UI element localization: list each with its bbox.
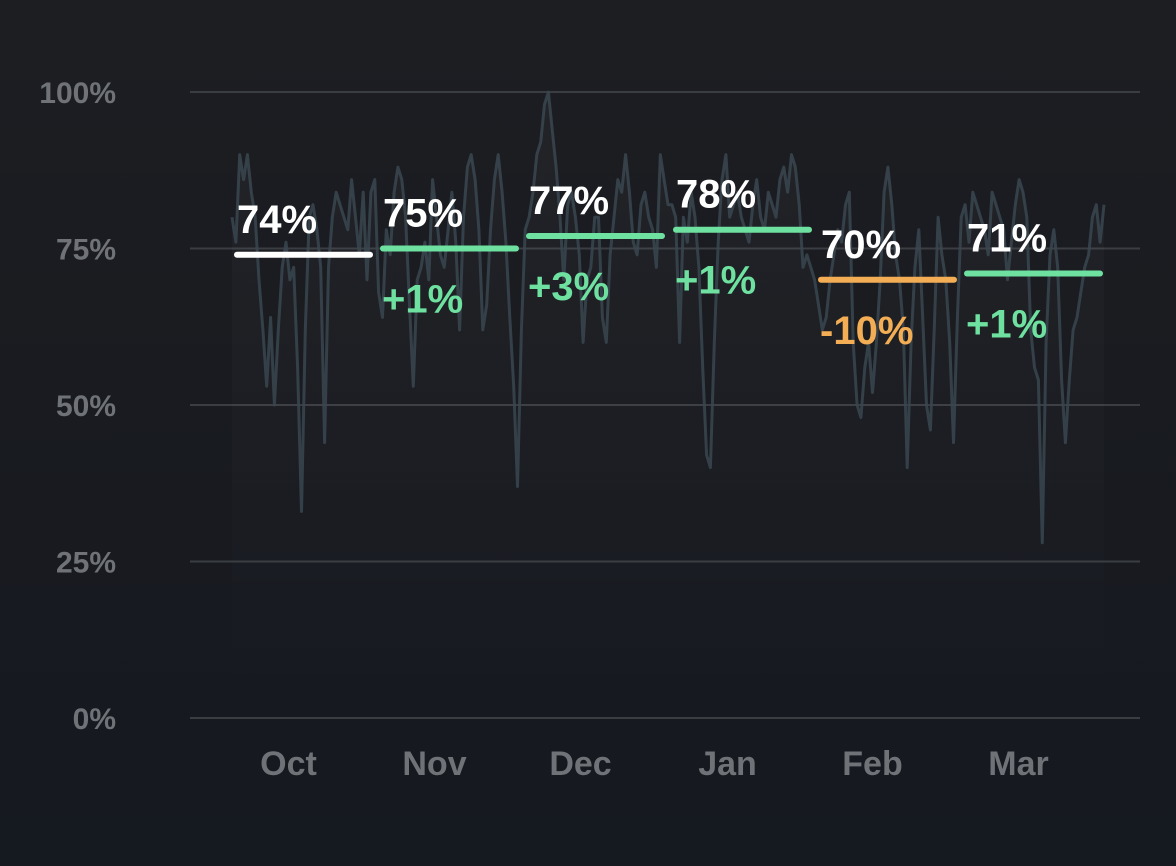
x-tick-label: Nov bbox=[402, 745, 466, 783]
y-tick-label: 100% bbox=[39, 77, 116, 110]
monthly-value-label: 74% bbox=[237, 198, 317, 242]
monthly-averages: 74% 75% +1% 77% +3% 78% +1% 70% -10% 71% +1% bbox=[234, 173, 1103, 353]
daily-series-area bbox=[232, 92, 1104, 718]
y-tick-label: 50% bbox=[56, 390, 116, 423]
monthly-change-label: +3% bbox=[528, 265, 609, 309]
monthly-value-label: 78% bbox=[676, 173, 756, 217]
monthly-change-label: +1% bbox=[675, 259, 756, 303]
daily-series bbox=[230, 90, 1106, 718]
daily-series-line bbox=[230, 90, 1106, 545]
y-axis: 100% 75% 50% 25% 0% bbox=[39, 77, 116, 736]
monthly-change-label: +1% bbox=[382, 278, 463, 322]
monthly-change-label: -10% bbox=[820, 309, 913, 353]
x-tick-label: Jan bbox=[698, 745, 757, 783]
x-tick-label: Oct bbox=[260, 745, 317, 783]
monthly-change-label: +1% bbox=[966, 303, 1047, 347]
x-tick-label: Feb bbox=[842, 745, 902, 783]
x-tick-label: Mar bbox=[988, 745, 1048, 783]
x-axis: Oct Nov Dec Jan Feb Mar bbox=[260, 745, 1049, 783]
y-tick-label: 0% bbox=[73, 703, 116, 736]
monthly-value-label: 70% bbox=[821, 223, 901, 267]
monthly-value-label: 77% bbox=[529, 179, 609, 223]
y-tick-label: 25% bbox=[56, 547, 116, 580]
y-tick-label: 75% bbox=[56, 234, 116, 267]
x-tick-label: Dec bbox=[549, 745, 611, 783]
monthly-value-label: 71% bbox=[967, 217, 1047, 261]
monthly-value-label: 75% bbox=[383, 192, 463, 236]
